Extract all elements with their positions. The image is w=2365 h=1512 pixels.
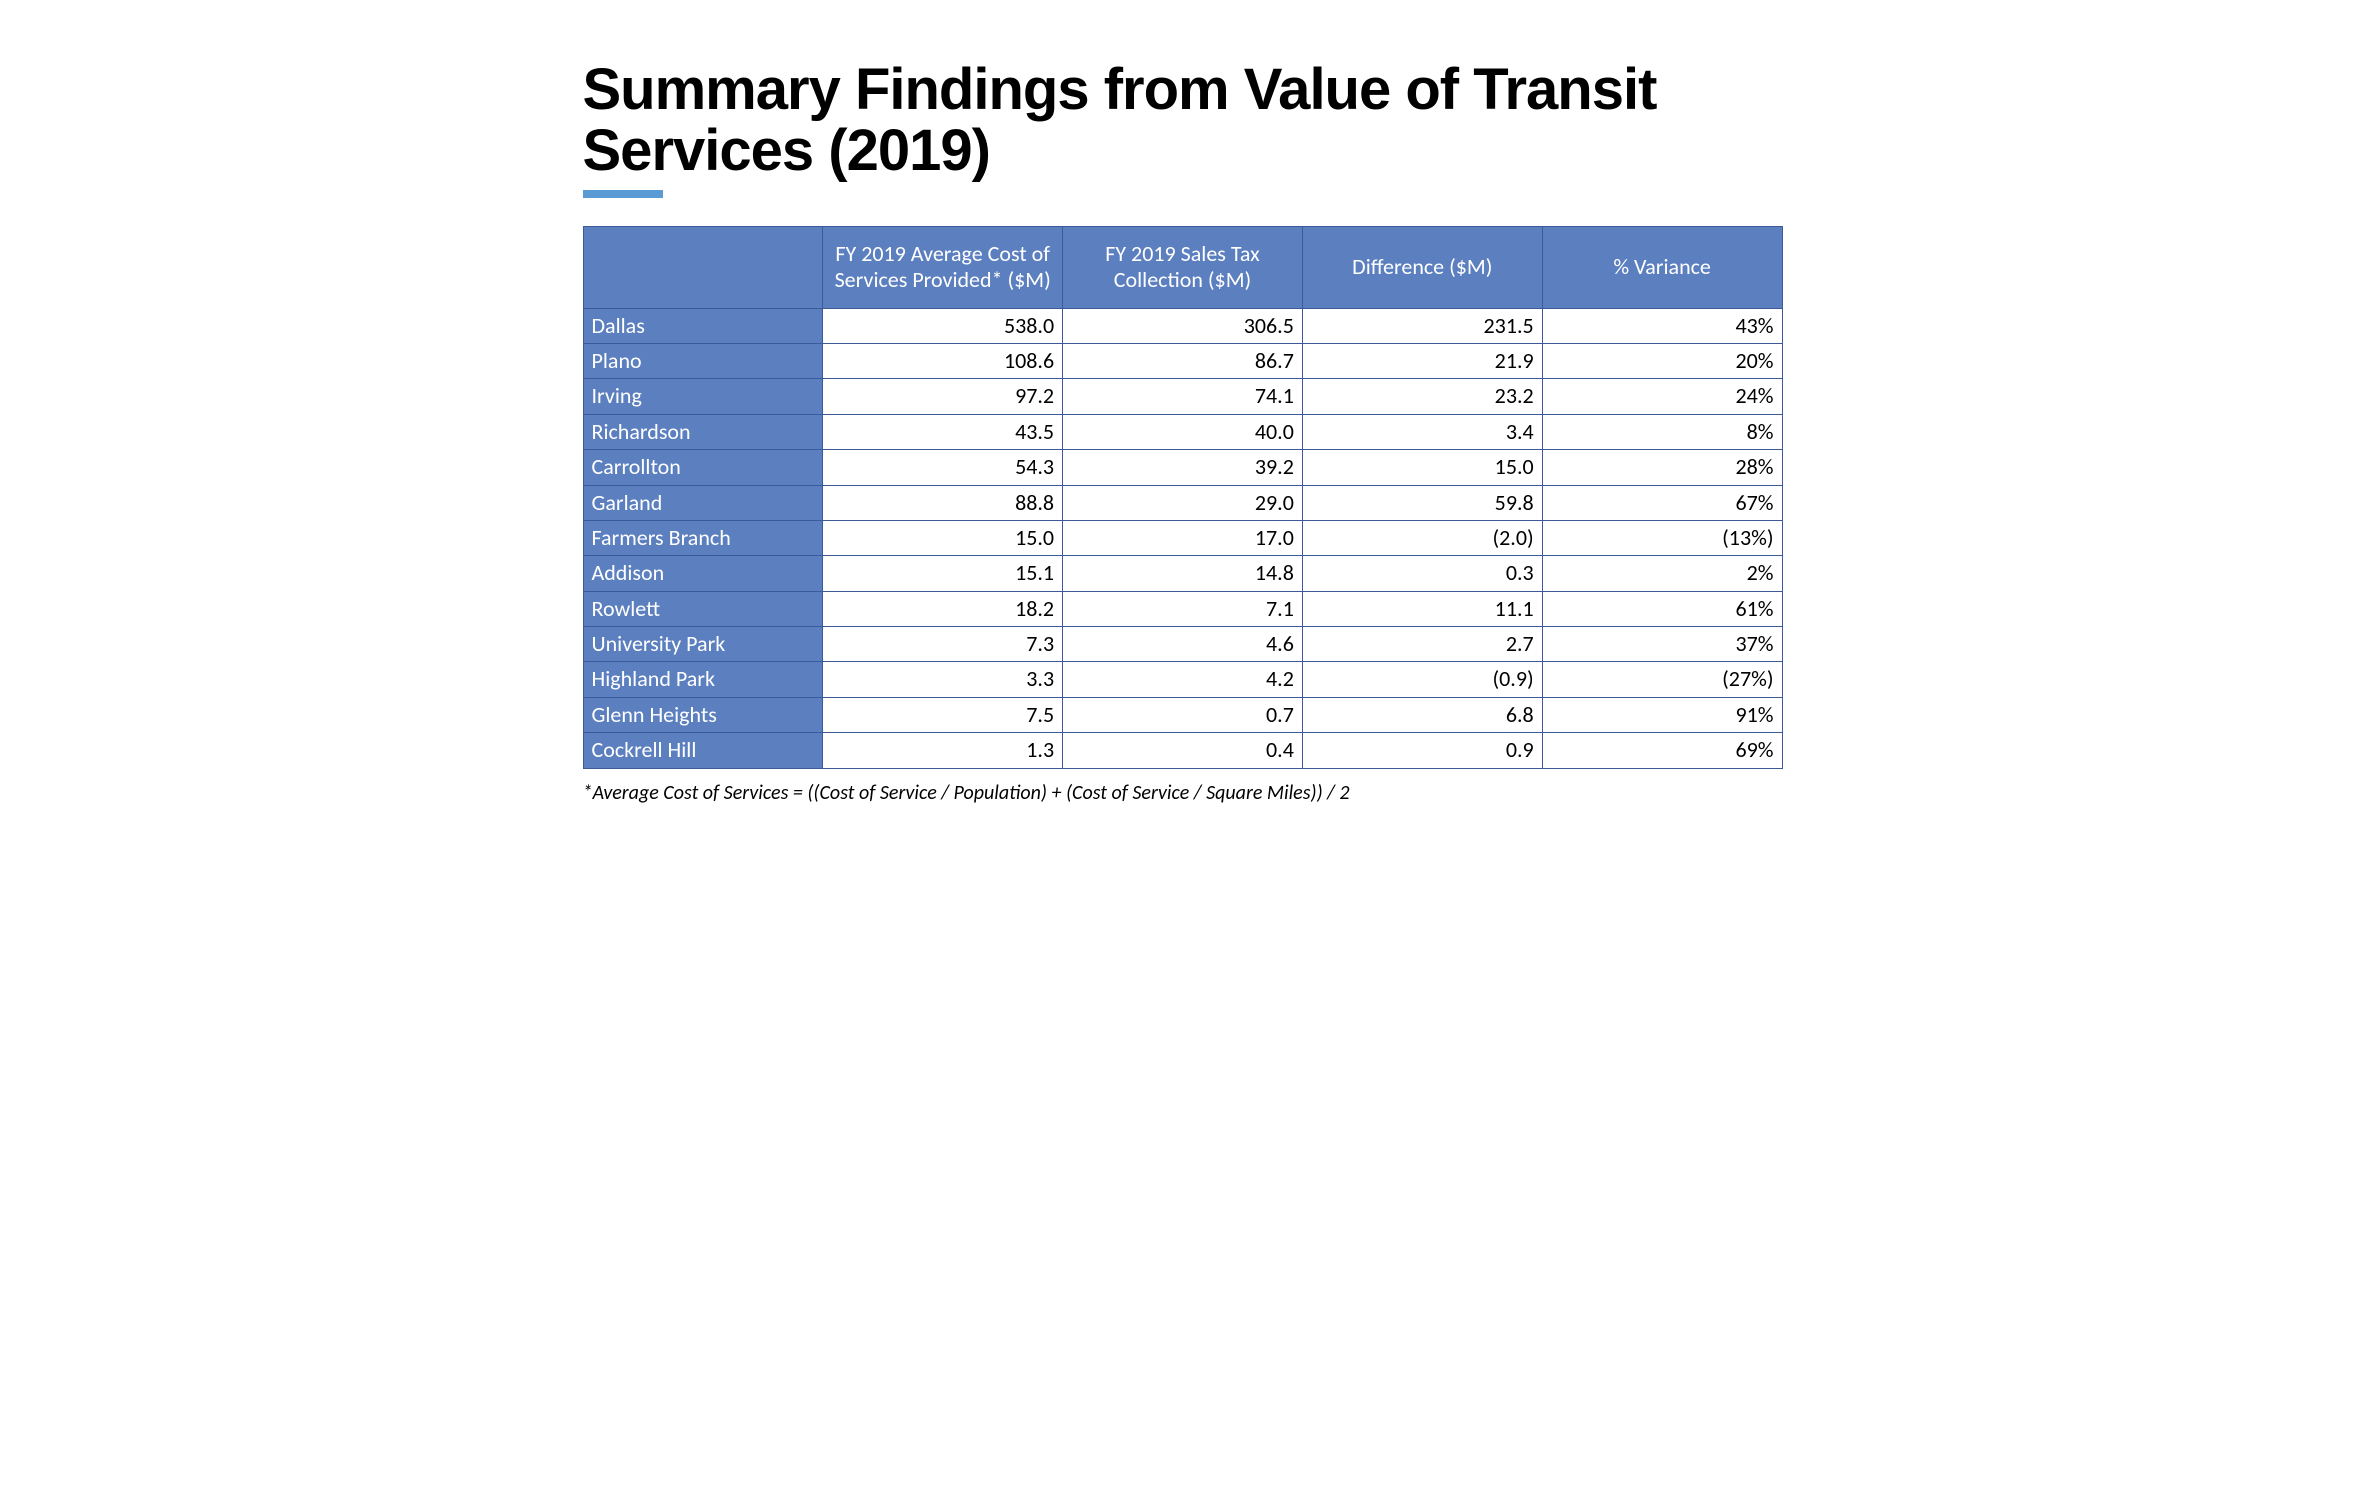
cell-value: 15.1	[823, 556, 1063, 591]
cell-value: (13%)	[1542, 520, 1782, 555]
table-row: Garland88.829.059.867%	[583, 485, 1782, 520]
cell-value: 306.5	[1063, 308, 1303, 343]
cell-value: 86.7	[1063, 343, 1303, 378]
cell-value: 4.6	[1063, 627, 1303, 662]
cell-value: 40.0	[1063, 414, 1303, 449]
accent-bar	[583, 190, 663, 198]
row-label: Highland Park	[583, 662, 823, 697]
cell-value: 8%	[1542, 414, 1782, 449]
cell-value: 69%	[1542, 733, 1782, 768]
page-title: Summary Findings from Value of Transit S…	[583, 60, 1783, 182]
cell-value: 15.0	[823, 520, 1063, 555]
table-row: Plano108.686.721.920%	[583, 343, 1782, 378]
cell-value: 39.2	[1063, 450, 1303, 485]
table-row: Dallas538.0306.5231.543%	[583, 308, 1782, 343]
cell-value: 6.8	[1302, 697, 1542, 732]
data-table: FY 2019 Average Cost of Services Provide…	[583, 226, 1783, 769]
cell-value: 43.5	[823, 414, 1063, 449]
cell-value: 54.3	[823, 450, 1063, 485]
row-label: Plano	[583, 343, 823, 378]
footnote: *Average Cost of Services = ((Cost of Se…	[583, 781, 1783, 805]
cell-value: 91%	[1542, 697, 1782, 732]
cell-value: 108.6	[823, 343, 1063, 378]
cell-value: 88.8	[823, 485, 1063, 520]
cell-value: 11.1	[1302, 591, 1542, 626]
cell-value: 3.3	[823, 662, 1063, 697]
row-label: Farmers Branch	[583, 520, 823, 555]
cell-value: 67%	[1542, 485, 1782, 520]
cell-value: (0.9)	[1302, 662, 1542, 697]
row-label: Richardson	[583, 414, 823, 449]
cell-value: 231.5	[1302, 308, 1542, 343]
row-label: Glenn Heights	[583, 697, 823, 732]
table-row: Irving97.274.123.224%	[583, 379, 1782, 414]
table-header: FY 2019 Average Cost of Services Provide…	[583, 226, 1782, 308]
cell-value: 7.5	[823, 697, 1063, 732]
table-row: Highland Park3.34.2(0.9)(27%)	[583, 662, 1782, 697]
table-row: Richardson43.540.03.48%	[583, 414, 1782, 449]
cell-value: 0.4	[1063, 733, 1303, 768]
cell-value: 4.2	[1063, 662, 1303, 697]
row-label: Irving	[583, 379, 823, 414]
row-label: Dallas	[583, 308, 823, 343]
column-header: FY 2019 Average Cost of Services Provide…	[823, 226, 1063, 308]
cell-value: 29.0	[1063, 485, 1303, 520]
cell-value: 0.9	[1302, 733, 1542, 768]
row-label: Addison	[583, 556, 823, 591]
row-label: Carrollton	[583, 450, 823, 485]
column-header: FY 2019 Sales Tax Collection ($M)	[1063, 226, 1303, 308]
table-row: Carrollton54.339.215.028%	[583, 450, 1782, 485]
table-row: University Park7.34.62.737%	[583, 627, 1782, 662]
cell-value: 37%	[1542, 627, 1782, 662]
table-row: Cockrell Hill1.30.40.969%	[583, 733, 1782, 768]
cell-value: 7.1	[1063, 591, 1303, 626]
table-row: Rowlett18.27.111.161%	[583, 591, 1782, 626]
column-header	[583, 226, 823, 308]
cell-value: 97.2	[823, 379, 1063, 414]
cell-value: 1.3	[823, 733, 1063, 768]
row-label: Cockrell Hill	[583, 733, 823, 768]
cell-value: 61%	[1542, 591, 1782, 626]
row-label: University Park	[583, 627, 823, 662]
column-header: % Variance	[1542, 226, 1782, 308]
slide: Summary Findings from Value of Transit S…	[503, 0, 1863, 845]
row-label: Rowlett	[583, 591, 823, 626]
cell-value: 23.2	[1302, 379, 1542, 414]
cell-value: 7.3	[823, 627, 1063, 662]
cell-value: 74.1	[1063, 379, 1303, 414]
cell-value: 28%	[1542, 450, 1782, 485]
cell-value: 24%	[1542, 379, 1782, 414]
cell-value: 2.7	[1302, 627, 1542, 662]
cell-value: 21.9	[1302, 343, 1542, 378]
cell-value: 0.7	[1063, 697, 1303, 732]
column-header: Difference ($M)	[1302, 226, 1542, 308]
cell-value: 59.8	[1302, 485, 1542, 520]
cell-value: 3.4	[1302, 414, 1542, 449]
table-body: Dallas538.0306.5231.543%Plano108.686.721…	[583, 308, 1782, 768]
table-row: Farmers Branch15.017.0(2.0)(13%)	[583, 520, 1782, 555]
cell-value: (27%)	[1542, 662, 1782, 697]
cell-value: 17.0	[1063, 520, 1303, 555]
cell-value: 18.2	[823, 591, 1063, 626]
cell-value: 20%	[1542, 343, 1782, 378]
cell-value: 43%	[1542, 308, 1782, 343]
cell-value: 538.0	[823, 308, 1063, 343]
cell-value: 2%	[1542, 556, 1782, 591]
cell-value: 0.3	[1302, 556, 1542, 591]
table-row: Addison15.114.80.32%	[583, 556, 1782, 591]
cell-value: 14.8	[1063, 556, 1303, 591]
table-row: Glenn Heights7.50.76.891%	[583, 697, 1782, 732]
cell-value: (2.0)	[1302, 520, 1542, 555]
cell-value: 15.0	[1302, 450, 1542, 485]
row-label: Garland	[583, 485, 823, 520]
